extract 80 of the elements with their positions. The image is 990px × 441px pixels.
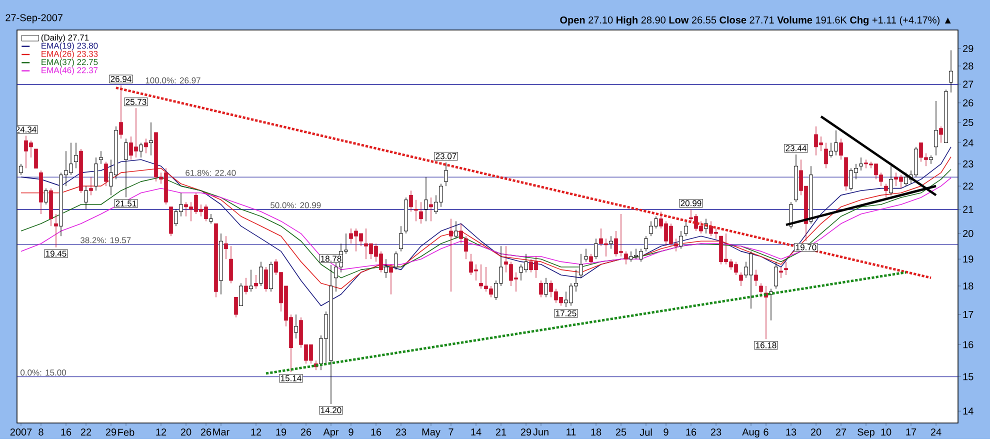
x-tick-label: 12 [156,428,166,436]
annotation: 19.45 [46,250,66,257]
x-tick-label: 26 [200,428,212,436]
ref-line-label: 0.0%: 15.00 [20,370,66,376]
x-tick-label: 8 [38,428,44,436]
y-tick-label: 19 [963,256,974,263]
x-tick-label: Aug [742,428,760,438]
x-tick-label: 12 [251,428,262,436]
y-tick-label: 24 [963,139,974,146]
ref-line-label: 100.0%: 26.97 [146,77,200,84]
x-tick-label: 9 [664,428,668,436]
x-tick-label: 24 [930,428,942,436]
annotation: 25.73 [126,98,146,105]
x-tick-label: 16 [371,428,382,436]
annotation: 23.44 [786,145,806,152]
annotation: 21.51 [116,200,136,207]
annotation: 17.25 [556,310,576,316]
y-tick-label: 16 [963,341,974,348]
annotation: 23.07 [436,153,456,160]
legend-label: EMA(19) 23.80 [42,42,98,50]
x-tick-label: 20 [810,428,822,436]
y-tick-label: 23 [963,160,974,168]
legend-label: EMA(26) 23.33 [42,50,98,59]
x-tick-label: 13 [786,428,796,436]
x-tick-label: Mar [213,428,230,436]
x-tick-label: 29 [106,428,116,436]
annotation: 26.94 [110,76,132,82]
y-tick-label: 25 [963,118,974,126]
annotation: 15.14 [281,375,302,382]
y-tick-label: 29 [963,45,974,52]
x-tick-label: 29 [520,428,532,436]
legend-label: EMA(37) 22.75 [42,58,98,67]
x-tick-label: 25 [616,428,626,436]
annotation: 19.70 [796,244,816,250]
text: Open 27.10 High 28.90 Low 26.55 Close 27.71 Volume 191.6K Chg +1.11 (+4.17%) ▲ [560,16,951,26]
x-tick-label: 17 [906,428,916,436]
y-tick-label: 22 [963,182,974,190]
x-tick-label: 2007 [10,428,32,436]
x-tick-label: Sep [858,428,874,438]
annotation: 14.20 [321,407,342,414]
x-tick-label: Jun [533,428,548,436]
y-tick-label: 26 [963,99,974,106]
y-tick-label: 27 [963,80,974,88]
chart-subtitle: 27-Sep-2007 [6,14,63,24]
x-tick-label: 7 [448,428,454,436]
y-tick-label: 28 [963,62,974,70]
x-tick-label: 6 [764,428,768,436]
legend-label: (Daily) 27.71 [41,34,89,42]
ref-line-label: 50.0%: 20.99 [270,202,321,208]
ref-line-label: 61.8%: 22.40 [186,170,236,176]
x-tick-label: 19 [276,428,286,436]
legend-label: EMA(46) 22.37 [42,67,98,75]
x-tick-label: 21 [496,428,506,436]
y-tick-label: 15 [963,373,974,380]
annotation: 18.78 [321,256,342,262]
y-tick-label: 18 [963,282,974,290]
x-tick-label: Apr [323,428,339,438]
ref-line-label: 38.2%: 19.57 [80,237,131,244]
x-tick-label: 9 [348,428,354,436]
y-tick-label: 20 [963,230,974,238]
x-tick-label: May [422,428,440,438]
x-tick-label: 22 [80,428,92,436]
y-tick-label: 14 [963,408,974,415]
x-tick-label: 10 [881,428,892,436]
x-tick-label: 18 [591,428,602,436]
x-tick-label: Feb [118,428,134,436]
x-tick-label: 16 [686,428,696,436]
y-tick-label: 21 [963,206,974,213]
x-tick-label: 27 [836,428,846,436]
x-tick-label: 11 [566,428,576,436]
annotation: 16.18 [756,342,776,348]
annotation: 20.99 [680,200,702,206]
x-tick-label: 20 [180,428,192,436]
x-tick-label: 23 [710,428,722,436]
x-tick-label: Jul [640,428,652,436]
x-tick-label: 14 [471,428,482,436]
y-tick-label: 17 [963,311,974,318]
x-tick-label: 26 [300,428,312,436]
x-tick-label: 16 [61,428,72,436]
x-tick-label: 23 [396,428,406,436]
